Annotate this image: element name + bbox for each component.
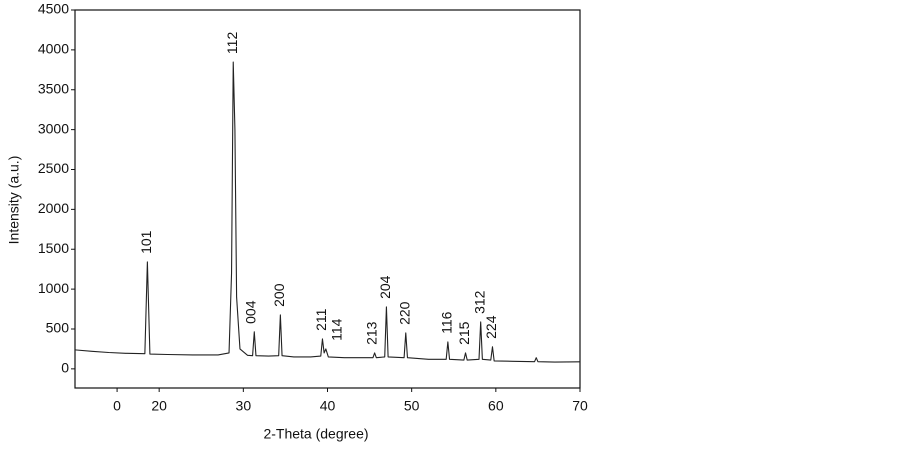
y-axis-title: Intensity (a.u.) <box>6 156 22 245</box>
peak-label: 200 <box>271 283 287 307</box>
y-tick-label: 4500 <box>38 1 69 17</box>
x-axis-title: 2-Theta (degree) <box>263 426 368 442</box>
peak-label: 114 <box>328 318 344 341</box>
x-tick-label: 20 <box>151 398 167 414</box>
peak-label: 101 <box>138 230 154 254</box>
peak-label: 213 <box>364 321 380 345</box>
y-tick-label: 3000 <box>38 120 69 136</box>
xrd-line <box>74 61 581 363</box>
x-tick-label: 70 <box>572 398 588 414</box>
peak-label: 112 <box>224 32 240 55</box>
x-tick-label: 40 <box>320 398 336 414</box>
peak-label: 220 <box>396 301 412 325</box>
y-tick-label: 3500 <box>38 80 69 96</box>
y-tick-label: 2000 <box>38 200 69 216</box>
peak-label: 224 <box>483 315 499 339</box>
x-tick-label: 0 <box>113 398 121 414</box>
y-tick-label: 500 <box>46 320 70 336</box>
peak-label: 004 <box>242 300 258 324</box>
peak-label: 204 <box>377 275 393 299</box>
y-tick-label: 1000 <box>38 280 69 296</box>
y-tick-label: 1500 <box>38 240 69 256</box>
peak-label: 312 <box>471 290 487 314</box>
x-tick-label: 50 <box>404 398 420 414</box>
y-tick-label: 4000 <box>38 41 69 57</box>
y-tick-label: 2500 <box>38 160 69 176</box>
x-tick-label: 30 <box>236 398 252 414</box>
peak-label: 215 <box>456 321 472 345</box>
x-tick-label: 60 <box>488 398 504 414</box>
peak-label: 211 <box>313 308 329 331</box>
peak-label: 116 <box>439 311 455 334</box>
y-tick-label: 0 <box>61 360 69 376</box>
